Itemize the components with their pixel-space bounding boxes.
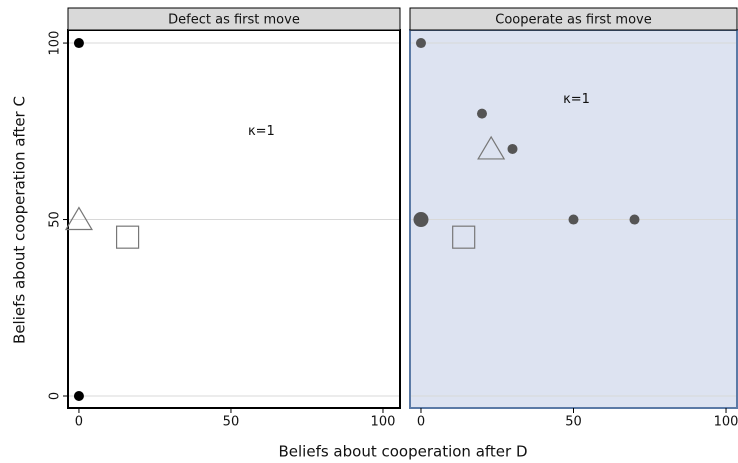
x-tick-label: 0	[417, 415, 425, 430]
x-tick-label: 50	[223, 415, 240, 430]
panel-background	[67, 29, 401, 409]
mean-triangle	[477, 135, 506, 160]
x-tick-label: 100	[371, 415, 396, 430]
point	[73, 38, 84, 49]
x-tick-label: 100	[714, 415, 738, 430]
point	[415, 38, 426, 49]
mean-square	[452, 225, 476, 249]
point	[476, 108, 487, 119]
y-tick-label: 0	[48, 392, 63, 400]
y-tick-label: 100	[48, 31, 63, 56]
annotation: κ=1	[563, 92, 590, 107]
x-tick-label: 0	[75, 415, 83, 430]
y-tick-label: 50	[48, 211, 63, 228]
panel-title: Cooperate as first move	[495, 13, 652, 28]
panel-title: Defect as first move	[168, 13, 300, 28]
x-tick-label: 50	[565, 415, 582, 430]
panel-header	[409, 7, 738, 31]
point	[413, 212, 429, 228]
point	[507, 143, 518, 154]
point	[73, 391, 84, 401]
y-axis-label: Beliefs about cooperation after C	[11, 96, 29, 344]
point	[568, 214, 579, 225]
x-axis-label: Beliefs about cooperation after D	[278, 443, 527, 461]
panel-header	[67, 7, 401, 31]
point	[629, 214, 640, 225]
mean-triangle	[64, 206, 93, 231]
mean-square	[115, 225, 140, 249]
annotation: κ=1	[248, 124, 275, 139]
